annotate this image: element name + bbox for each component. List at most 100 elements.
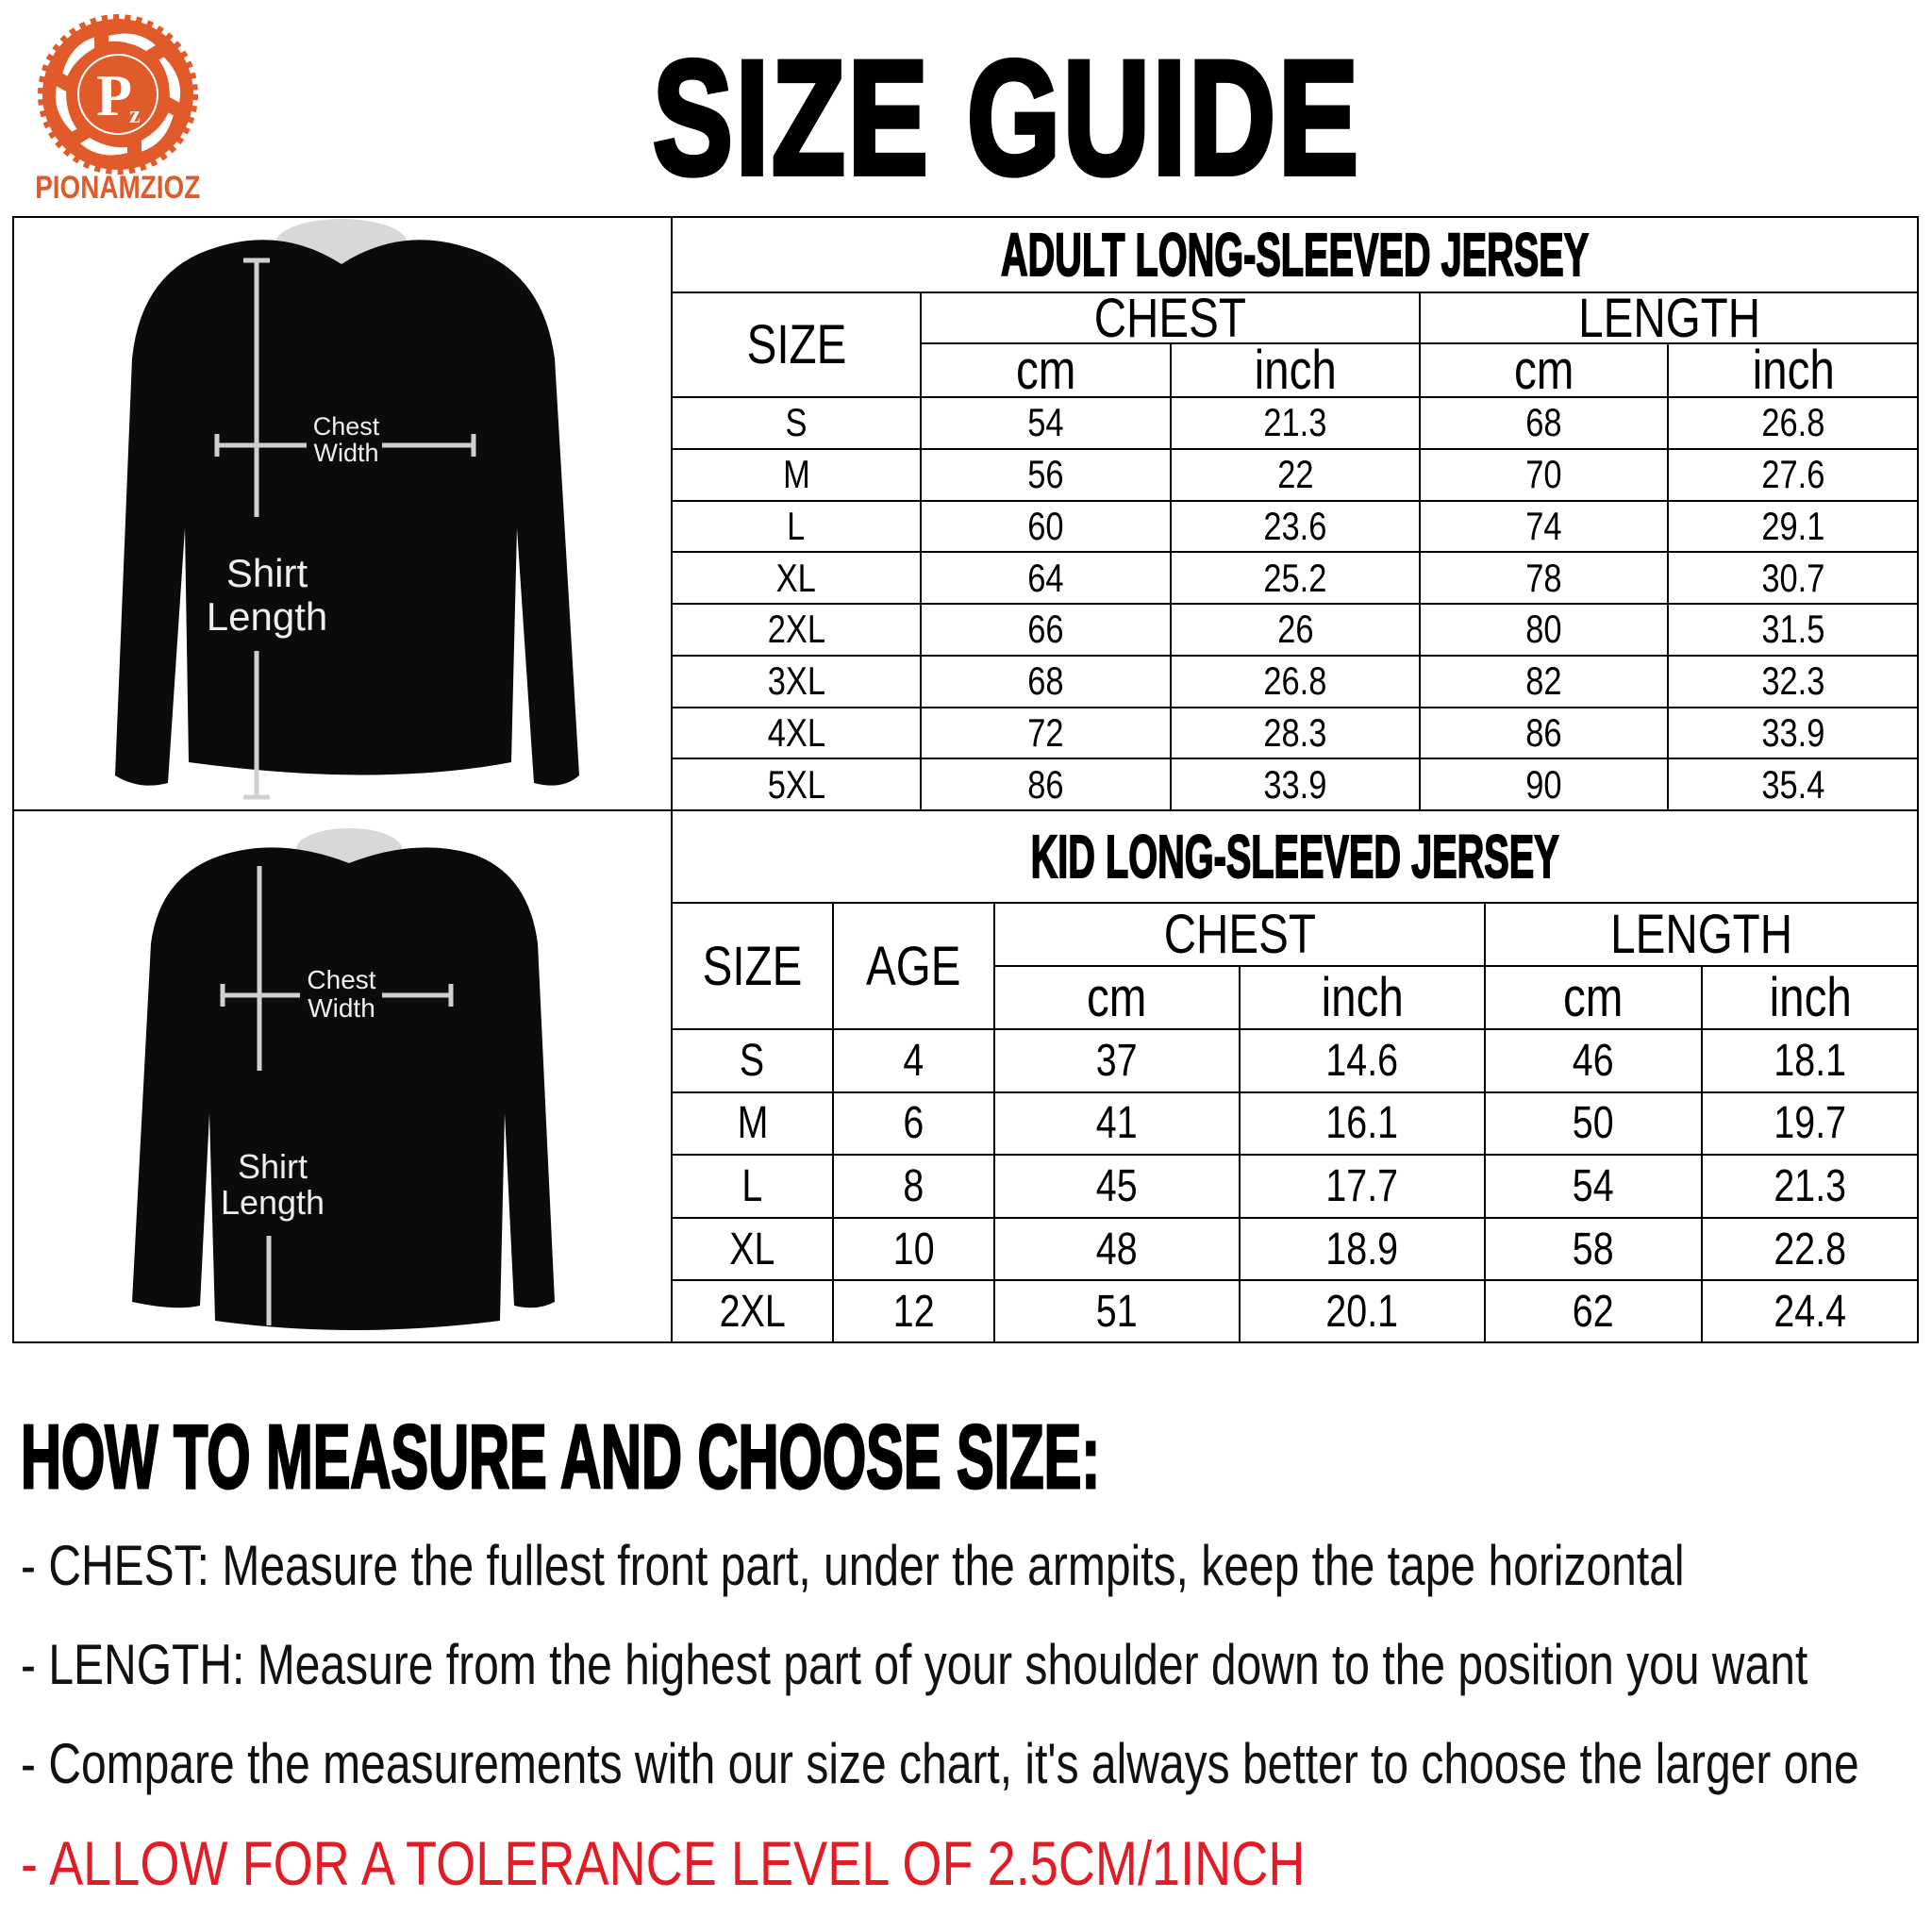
adult-cell: 27.6 bbox=[1668, 448, 1919, 501]
adult-cell: 74 bbox=[1420, 500, 1668, 553]
kid-cell: 54 bbox=[1485, 1155, 1702, 1218]
kid-cell: 24.4 bbox=[1702, 1280, 1919, 1343]
header-chest-cm: cm bbox=[994, 966, 1240, 1029]
kid-cell: 46 bbox=[1485, 1029, 1702, 1092]
adult-cell: 26.8 bbox=[1171, 655, 1420, 708]
kid-cell: 45 bbox=[994, 1155, 1240, 1218]
brand-logo: P z bbox=[38, 14, 198, 175]
kid-cell: 12 bbox=[833, 1280, 994, 1343]
adult-cell: 66 bbox=[921, 604, 1171, 656]
adult-shirt-length-label: Shirt Length bbox=[206, 551, 328, 639]
adult-cell: 86 bbox=[921, 758, 1171, 810]
adult-cell: 32.3 bbox=[1668, 655, 1919, 708]
adult-cell: M bbox=[672, 448, 921, 501]
adult-cell: 33.9 bbox=[1171, 758, 1420, 810]
adult-cell: 72 bbox=[921, 707, 1171, 759]
kid-table-title: KID LONG-SLEEVED JERSEY bbox=[672, 810, 1919, 903]
adult-cell: 5XL bbox=[672, 758, 921, 810]
adult-cell: S bbox=[672, 397, 921, 449]
kid-cell: 18.9 bbox=[1240, 1217, 1485, 1281]
adult-cell: 25.2 bbox=[1171, 552, 1420, 604]
adult-cell: 22 bbox=[1171, 448, 1420, 501]
header-chest-inch: inch bbox=[1240, 966, 1485, 1029]
compare-instruction: - Compare the measurements with our size… bbox=[21, 1732, 1859, 1795]
kid-cell: 19.7 bbox=[1702, 1091, 1919, 1156]
adult-cell: 31.5 bbox=[1668, 604, 1919, 656]
kid-cell: 37 bbox=[994, 1029, 1240, 1092]
adult-cell: L bbox=[672, 500, 921, 553]
chest-instruction: - CHEST: Measure the fullest front part,… bbox=[21, 1534, 1685, 1597]
frame-divider-horizontal bbox=[12, 809, 673, 811]
adult-cell: 80 bbox=[1420, 604, 1668, 656]
adult-cell: 82 bbox=[1420, 655, 1668, 708]
kid-cell: 17.7 bbox=[1240, 1155, 1485, 1218]
kid-cell: 58 bbox=[1485, 1217, 1702, 1281]
adult-cell: 26.8 bbox=[1668, 397, 1919, 449]
how-to-measure-heading: HOW TO MEASURE AND CHOOSE SIZE: bbox=[20, 1407, 1101, 1507]
adult-cell: 4XL bbox=[672, 707, 921, 759]
kid-cell: 14.6 bbox=[1240, 1029, 1485, 1092]
header-chest-inch: inch bbox=[1171, 340, 1420, 401]
kid-cell: M bbox=[672, 1091, 833, 1156]
adult-cell: 3XL bbox=[672, 655, 921, 708]
kid-cell: 10 bbox=[833, 1217, 994, 1281]
adult-cell: 68 bbox=[1420, 397, 1668, 449]
adult-cell: 78 bbox=[1420, 552, 1668, 604]
tolerance-note: - ALLOW FOR A TOLERANCE LEVEL OF 2.5CM/1… bbox=[21, 1828, 1306, 1898]
kid-cell: 62 bbox=[1485, 1280, 1702, 1343]
adult-shirt-illustration bbox=[115, 219, 579, 800]
header-length: LENGTH bbox=[1485, 903, 1919, 966]
adult-cell: 29.1 bbox=[1668, 500, 1919, 553]
header-size: SIZE bbox=[672, 292, 921, 397]
kid-cell: 20.1 bbox=[1240, 1280, 1485, 1343]
adult-cell: XL bbox=[672, 552, 921, 604]
svg-text:P: P bbox=[96, 64, 132, 128]
kid-cell: 22.8 bbox=[1702, 1217, 1919, 1281]
adult-cell: 56 bbox=[921, 448, 1171, 501]
header-chest-cm: cm bbox=[921, 340, 1171, 401]
kid-cell: 41 bbox=[994, 1091, 1240, 1156]
svg-text:z: z bbox=[129, 101, 141, 128]
kid-chest-width-label: Chest Width bbox=[307, 965, 376, 1023]
adult-cell: 60 bbox=[921, 500, 1171, 553]
kid-cell: 16.1 bbox=[1240, 1091, 1485, 1156]
kid-cell: 4 bbox=[833, 1029, 994, 1092]
adult-cell: 90 bbox=[1420, 758, 1668, 810]
header-age: AGE bbox=[833, 903, 994, 1029]
kid-cell: 6 bbox=[833, 1091, 994, 1156]
adult-cell: 86 bbox=[1420, 707, 1668, 759]
adult-cell: 54 bbox=[921, 397, 1171, 449]
header-length-cm: cm bbox=[1420, 340, 1668, 401]
adult-cell: 64 bbox=[921, 552, 1171, 604]
header-length-inch: inch bbox=[1668, 340, 1919, 401]
header-chest: CHEST bbox=[994, 903, 1485, 966]
adult-cell: 70 bbox=[1420, 448, 1668, 501]
shirt-illustrations bbox=[115, 219, 579, 1330]
kid-cell: 50 bbox=[1485, 1091, 1702, 1156]
header-length-cm: cm bbox=[1485, 966, 1702, 1029]
kid-cell: 18.1 bbox=[1702, 1029, 1919, 1092]
brand-name: PIONAMZIOZ bbox=[35, 170, 201, 206]
adult-cell: 21.3 bbox=[1171, 397, 1420, 449]
header-size: SIZE bbox=[672, 903, 833, 1029]
adult-cell: 23.6 bbox=[1171, 500, 1420, 553]
kid-cell: 51 bbox=[994, 1280, 1240, 1343]
kid-cell: 21.3 bbox=[1702, 1155, 1919, 1218]
kid-cell: L bbox=[672, 1155, 833, 1218]
adult-cell: 2XL bbox=[672, 604, 921, 656]
kid-shirt-length-label: Shirt Length bbox=[220, 1147, 325, 1222]
kid-cell: 8 bbox=[833, 1155, 994, 1218]
header-length: LENGTH bbox=[1420, 288, 1919, 349]
kid-cell: XL bbox=[672, 1217, 833, 1281]
adult-cell: 68 bbox=[921, 655, 1171, 708]
header-length-inch: inch bbox=[1702, 966, 1919, 1029]
adult-cell: 33.9 bbox=[1668, 707, 1919, 759]
adult-cell: 28.3 bbox=[1171, 707, 1420, 759]
kid-shirt-illustration bbox=[132, 828, 555, 1330]
kid-cell: 2XL bbox=[672, 1280, 833, 1343]
length-instruction: - LENGTH: Measure from the highest part … bbox=[21, 1633, 1808, 1696]
adult-cell: 26 bbox=[1171, 604, 1420, 656]
adult-cell: 35.4 bbox=[1668, 758, 1919, 810]
adult-cell: 30.7 bbox=[1668, 552, 1919, 604]
kid-cell: 48 bbox=[994, 1217, 1240, 1281]
